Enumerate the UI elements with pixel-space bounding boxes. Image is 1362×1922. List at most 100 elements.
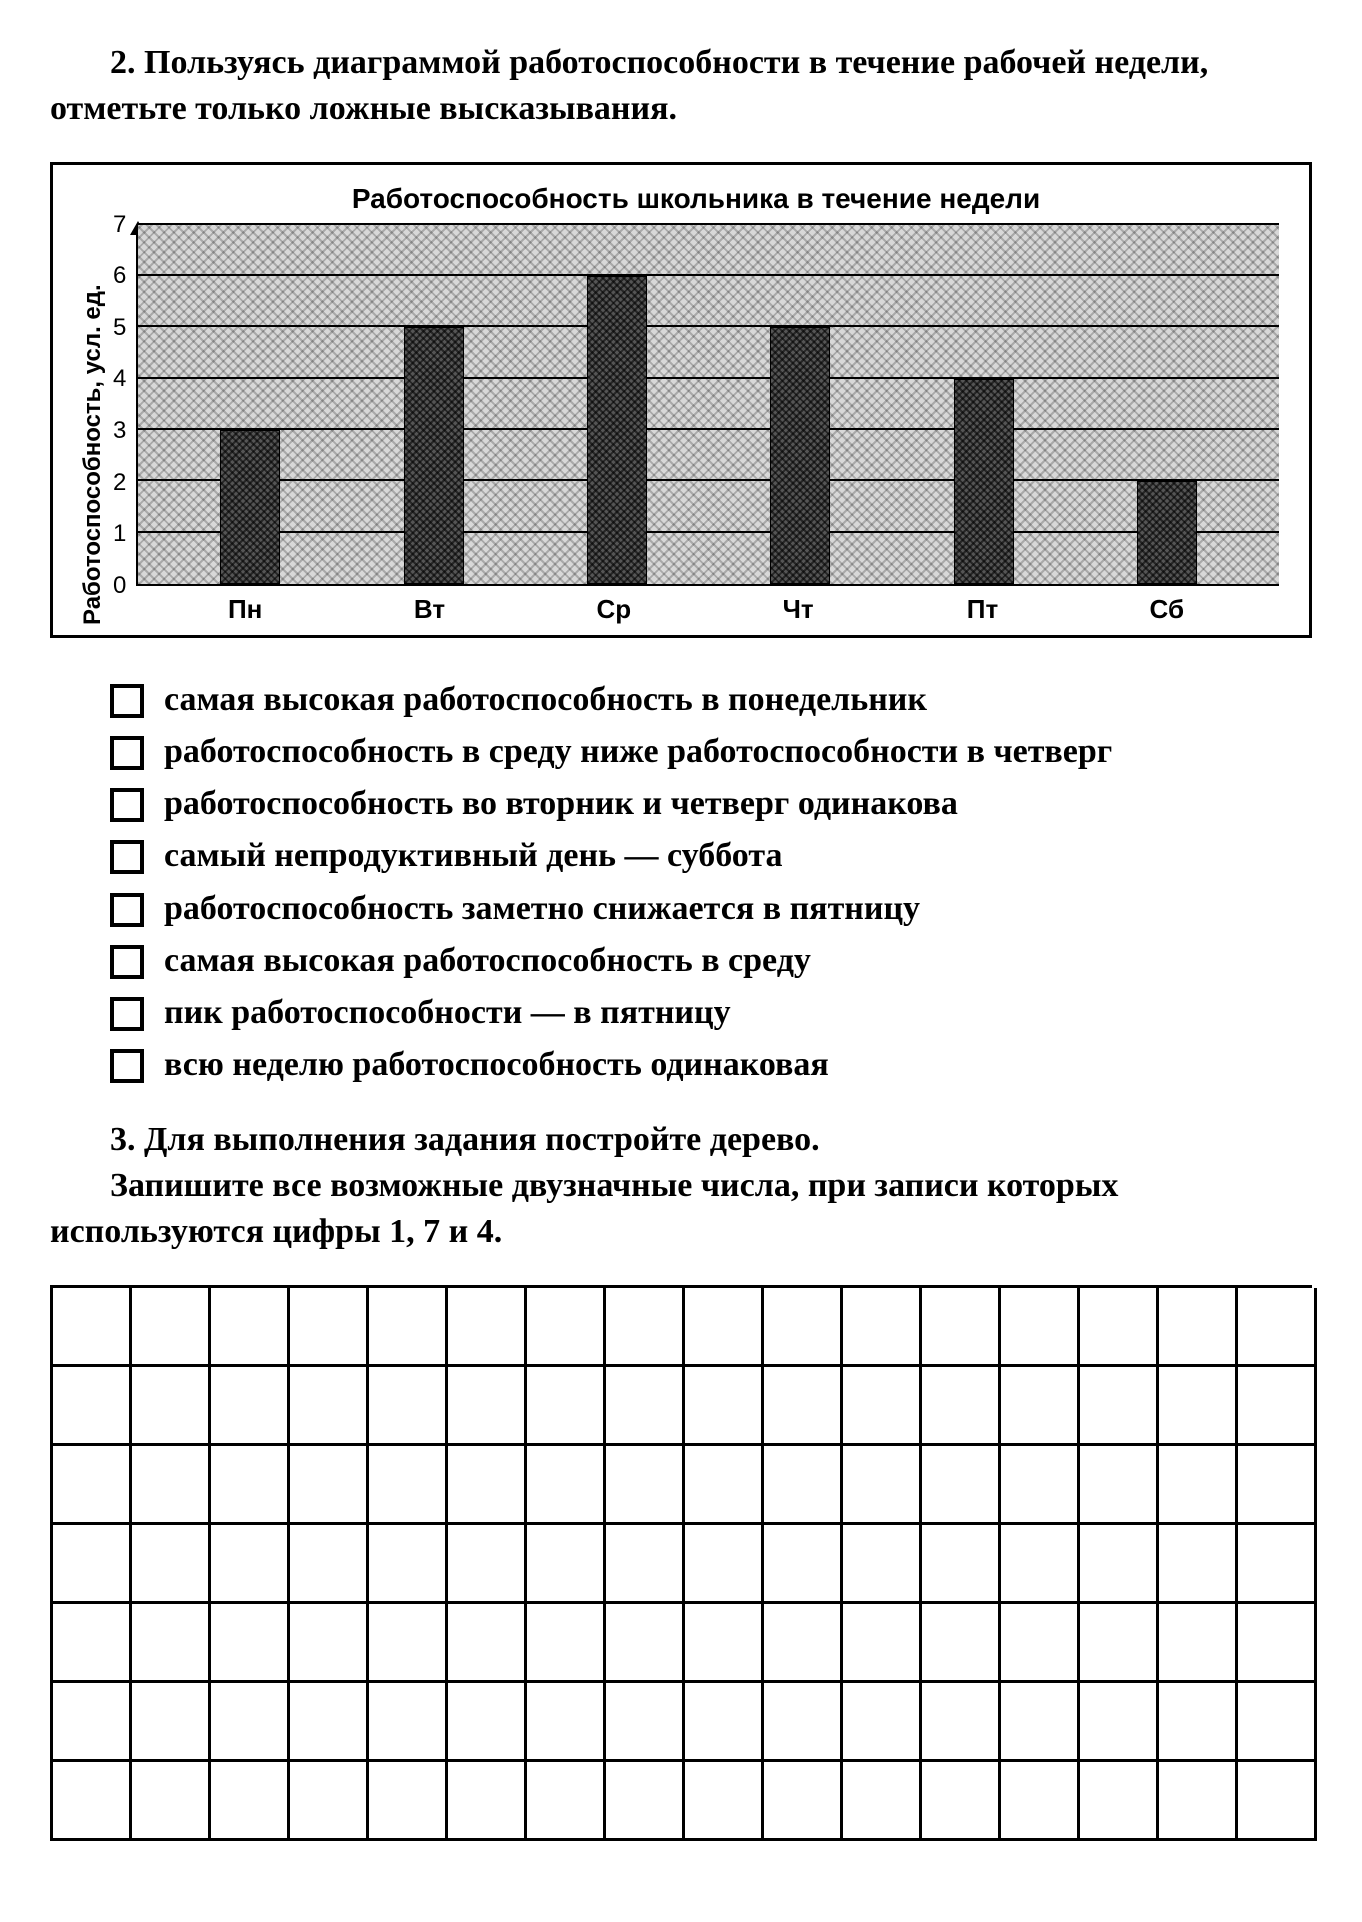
grid-cell[interactable] (685, 1762, 764, 1841)
grid-cell[interactable] (685, 1446, 764, 1525)
grid-cell[interactable] (1080, 1367, 1159, 1446)
grid-cell[interactable] (1159, 1525, 1238, 1604)
grid-cell[interactable] (211, 1683, 290, 1762)
grid-cell[interactable] (527, 1525, 606, 1604)
statement-checkbox[interactable] (110, 736, 144, 770)
grid-cell[interactable] (211, 1525, 290, 1604)
statement-checkbox[interactable] (110, 893, 144, 927)
grid-cell[interactable] (843, 1604, 922, 1683)
statement-checkbox[interactable] (110, 997, 144, 1031)
grid-cell[interactable] (211, 1367, 290, 1446)
grid-cell[interactable] (527, 1604, 606, 1683)
grid-cell[interactable] (132, 1288, 211, 1367)
grid-cell[interactable] (448, 1367, 527, 1446)
grid-cell[interactable] (290, 1604, 369, 1683)
grid-cell[interactable] (211, 1288, 290, 1367)
grid-cell[interactable] (685, 1288, 764, 1367)
grid-cell[interactable] (53, 1762, 132, 1841)
grid-cell[interactable] (290, 1288, 369, 1367)
grid-cell[interactable] (843, 1367, 922, 1446)
grid-cell[interactable] (1238, 1288, 1317, 1367)
grid-cell[interactable] (448, 1288, 527, 1367)
grid-cell[interactable] (685, 1525, 764, 1604)
grid-cell[interactable] (1159, 1288, 1238, 1367)
grid-cell[interactable] (211, 1762, 290, 1841)
grid-cell[interactable] (922, 1446, 1001, 1525)
grid-cell[interactable] (1159, 1446, 1238, 1525)
grid-cell[interactable] (606, 1683, 685, 1762)
grid-cell[interactable] (1001, 1446, 1080, 1525)
grid-cell[interactable] (1238, 1762, 1317, 1841)
grid-cell[interactable] (53, 1683, 132, 1762)
grid-cell[interactable] (1238, 1683, 1317, 1762)
grid-cell[interactable] (527, 1683, 606, 1762)
grid-cell[interactable] (132, 1604, 211, 1683)
grid-cell[interactable] (1001, 1288, 1080, 1367)
grid-cell[interactable] (764, 1604, 843, 1683)
grid-cell[interactable] (685, 1367, 764, 1446)
grid-cell[interactable] (843, 1762, 922, 1841)
statement-checkbox[interactable] (110, 788, 144, 822)
grid-cell[interactable] (132, 1446, 211, 1525)
grid-cell[interactable] (369, 1367, 448, 1446)
grid-cell[interactable] (1080, 1683, 1159, 1762)
grid-cell[interactable] (448, 1604, 527, 1683)
grid-cell[interactable] (527, 1288, 606, 1367)
grid-cell[interactable] (1001, 1604, 1080, 1683)
grid-cell[interactable] (1159, 1604, 1238, 1683)
grid-cell[interactable] (290, 1446, 369, 1525)
grid-cell[interactable] (606, 1762, 685, 1841)
grid-cell[interactable] (369, 1604, 448, 1683)
grid-cell[interactable] (211, 1604, 290, 1683)
grid-cell[interactable] (527, 1446, 606, 1525)
grid-cell[interactable] (53, 1288, 132, 1367)
grid-cell[interactable] (527, 1367, 606, 1446)
grid-cell[interactable] (1080, 1604, 1159, 1683)
grid-cell[interactable] (211, 1446, 290, 1525)
grid-cell[interactable] (369, 1288, 448, 1367)
grid-cell[interactable] (685, 1683, 764, 1762)
grid-cell[interactable] (764, 1367, 843, 1446)
grid-cell[interactable] (922, 1367, 1001, 1446)
statement-checkbox[interactable] (110, 945, 144, 979)
grid-cell[interactable] (606, 1446, 685, 1525)
grid-cell[interactable] (448, 1525, 527, 1604)
statement-checkbox[interactable] (110, 840, 144, 874)
grid-cell[interactable] (1238, 1604, 1317, 1683)
statement-checkbox[interactable] (110, 1049, 144, 1083)
grid-cell[interactable] (764, 1288, 843, 1367)
grid-cell[interactable] (290, 1525, 369, 1604)
grid-cell[interactable] (132, 1525, 211, 1604)
grid-cell[interactable] (843, 1525, 922, 1604)
grid-cell[interactable] (53, 1367, 132, 1446)
grid-cell[interactable] (1080, 1288, 1159, 1367)
grid-cell[interactable] (1080, 1446, 1159, 1525)
grid-cell[interactable] (53, 1525, 132, 1604)
grid-cell[interactable] (1080, 1762, 1159, 1841)
grid-cell[interactable] (764, 1683, 843, 1762)
grid-cell[interactable] (53, 1604, 132, 1683)
grid-cell[interactable] (369, 1683, 448, 1762)
answer-grid[interactable] (50, 1285, 1312, 1841)
grid-cell[interactable] (843, 1446, 922, 1525)
grid-cell[interactable] (606, 1604, 685, 1683)
grid-cell[interactable] (1001, 1762, 1080, 1841)
grid-cell[interactable] (1159, 1762, 1238, 1841)
grid-cell[interactable] (53, 1446, 132, 1525)
grid-cell[interactable] (1001, 1525, 1080, 1604)
grid-cell[interactable] (1001, 1683, 1080, 1762)
grid-cell[interactable] (527, 1762, 606, 1841)
grid-cell[interactable] (922, 1683, 1001, 1762)
grid-cell[interactable] (369, 1446, 448, 1525)
grid-cell[interactable] (132, 1683, 211, 1762)
grid-cell[interactable] (843, 1288, 922, 1367)
grid-cell[interactable] (606, 1288, 685, 1367)
grid-cell[interactable] (132, 1367, 211, 1446)
grid-cell[interactable] (606, 1367, 685, 1446)
grid-cell[interactable] (922, 1762, 1001, 1841)
grid-cell[interactable] (1238, 1446, 1317, 1525)
grid-cell[interactable] (448, 1683, 527, 1762)
grid-cell[interactable] (369, 1525, 448, 1604)
grid-cell[interactable] (764, 1446, 843, 1525)
statement-checkbox[interactable] (110, 684, 144, 718)
